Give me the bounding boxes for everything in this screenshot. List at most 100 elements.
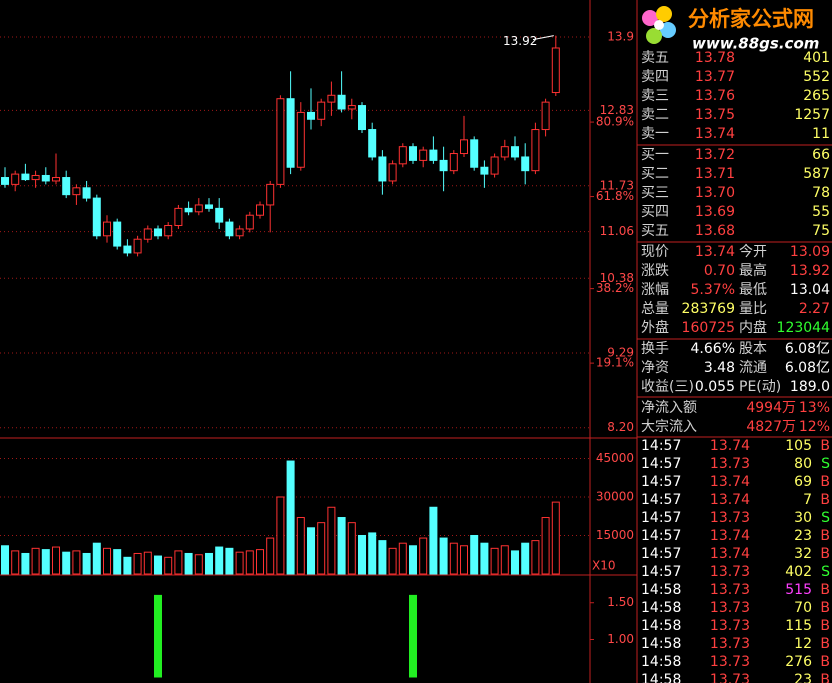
panel-text: 7	[803, 492, 812, 508]
bar	[82, 552, 91, 575]
candle-body	[164, 225, 173, 237]
bar	[409, 545, 417, 575]
panel-text: 总量	[641, 301, 669, 317]
panel-text: 70	[794, 600, 812, 616]
panel-text: 收益(三)	[641, 379, 694, 395]
panel-text: 13.74	[695, 126, 735, 142]
panel-text: 23	[794, 672, 812, 683]
panel-text: 14:57	[641, 528, 681, 544]
panel-text: 160725	[682, 320, 735, 336]
panel-text: 13.74	[710, 492, 750, 508]
panel-text: S	[821, 564, 830, 580]
panel-text: 13.04	[790, 282, 830, 298]
panel-text: B	[820, 474, 830, 490]
bar	[296, 517, 305, 575]
bar	[256, 549, 264, 575]
panel-text: 13.78	[695, 50, 735, 66]
bar	[531, 540, 540, 575]
bar	[133, 552, 142, 575]
candle-body	[21, 173, 30, 181]
y2-tick-label: 38.2%	[596, 281, 634, 295]
candle-body	[307, 111, 315, 120]
bar	[490, 547, 499, 575]
bar	[154, 594, 162, 678]
bar	[41, 549, 50, 575]
candle-body	[62, 177, 71, 196]
candle-body	[398, 146, 407, 165]
panel-text: 75	[812, 223, 830, 239]
panel-text: 13.73	[710, 456, 750, 472]
panel-text: 13.73	[710, 618, 750, 634]
candle-body	[541, 101, 550, 131]
bar	[521, 542, 530, 575]
panel-text: 69	[794, 474, 812, 490]
candle-body	[52, 177, 60, 182]
panel-text: 今开	[739, 244, 767, 260]
panel-text: 13.71	[695, 166, 735, 182]
y2-tick-label: 61.8%	[596, 189, 634, 203]
panel-text: B	[820, 438, 830, 454]
candle-body	[215, 207, 224, 223]
candle-body	[409, 146, 417, 161]
panel-text: 卖五	[641, 50, 669, 66]
candle-body	[337, 94, 346, 110]
panel-text: 1257	[794, 107, 830, 123]
panel-text: B	[820, 636, 830, 652]
panel-text: 32	[794, 546, 812, 562]
candle-body	[531, 129, 540, 172]
panel-text: 401	[803, 50, 830, 66]
candle-body	[256, 204, 264, 216]
panel-text: B	[820, 528, 830, 544]
panel-text: 卖四	[641, 69, 669, 85]
bar	[378, 540, 387, 575]
panel-text: 587	[803, 166, 830, 182]
panel-text: S	[821, 510, 830, 526]
panel-text: 13.69	[695, 204, 735, 220]
bar	[398, 542, 407, 575]
panel-text: B	[820, 654, 830, 670]
candle-body	[276, 98, 285, 185]
panel-text: 12	[794, 636, 812, 652]
panel-text: 13.77	[695, 69, 735, 85]
panel-text: B	[820, 582, 830, 598]
panel-text: 0.70	[704, 263, 735, 279]
candle-body	[154, 228, 162, 237]
panel-text: 80	[794, 456, 812, 472]
bar	[215, 546, 224, 575]
y2-tick-label: 19.1%	[596, 356, 634, 370]
panel-text: PE(动)	[739, 379, 781, 395]
candle-body	[296, 111, 305, 168]
bar	[439, 537, 448, 575]
candle-body	[103, 221, 111, 237]
candle-body	[41, 174, 50, 182]
panel-text: 13.73	[710, 654, 750, 670]
candle-body	[133, 238, 142, 254]
panel-text: 13.73	[710, 510, 750, 526]
panel-text: 卖一	[641, 126, 669, 142]
panel-text: B	[820, 672, 830, 683]
bar	[72, 550, 81, 575]
bar	[429, 506, 438, 575]
panel-text: 105	[785, 438, 812, 454]
bar	[1, 545, 9, 575]
bar	[511, 550, 519, 575]
panel-text: 23	[794, 528, 812, 544]
panel-text: 涨幅	[641, 282, 669, 298]
candle-body	[286, 98, 295, 168]
panel-text: 净资	[641, 360, 669, 376]
candle-body	[194, 204, 203, 213]
panel-text: 55	[812, 204, 830, 220]
bar	[164, 556, 173, 575]
y-tick-label: 15000	[596, 528, 634, 542]
panel-text: 14:58	[641, 618, 681, 634]
panel-text: 13.09	[790, 244, 830, 260]
logo	[642, 6, 676, 44]
candle-body	[551, 47, 560, 94]
bar	[92, 542, 101, 575]
panel-text: 流通	[739, 360, 767, 376]
bar	[194, 554, 203, 575]
bar	[276, 496, 285, 575]
panel-text: 13.73	[710, 600, 750, 616]
unit-label: X10	[592, 559, 616, 573]
bar	[174, 550, 183, 575]
